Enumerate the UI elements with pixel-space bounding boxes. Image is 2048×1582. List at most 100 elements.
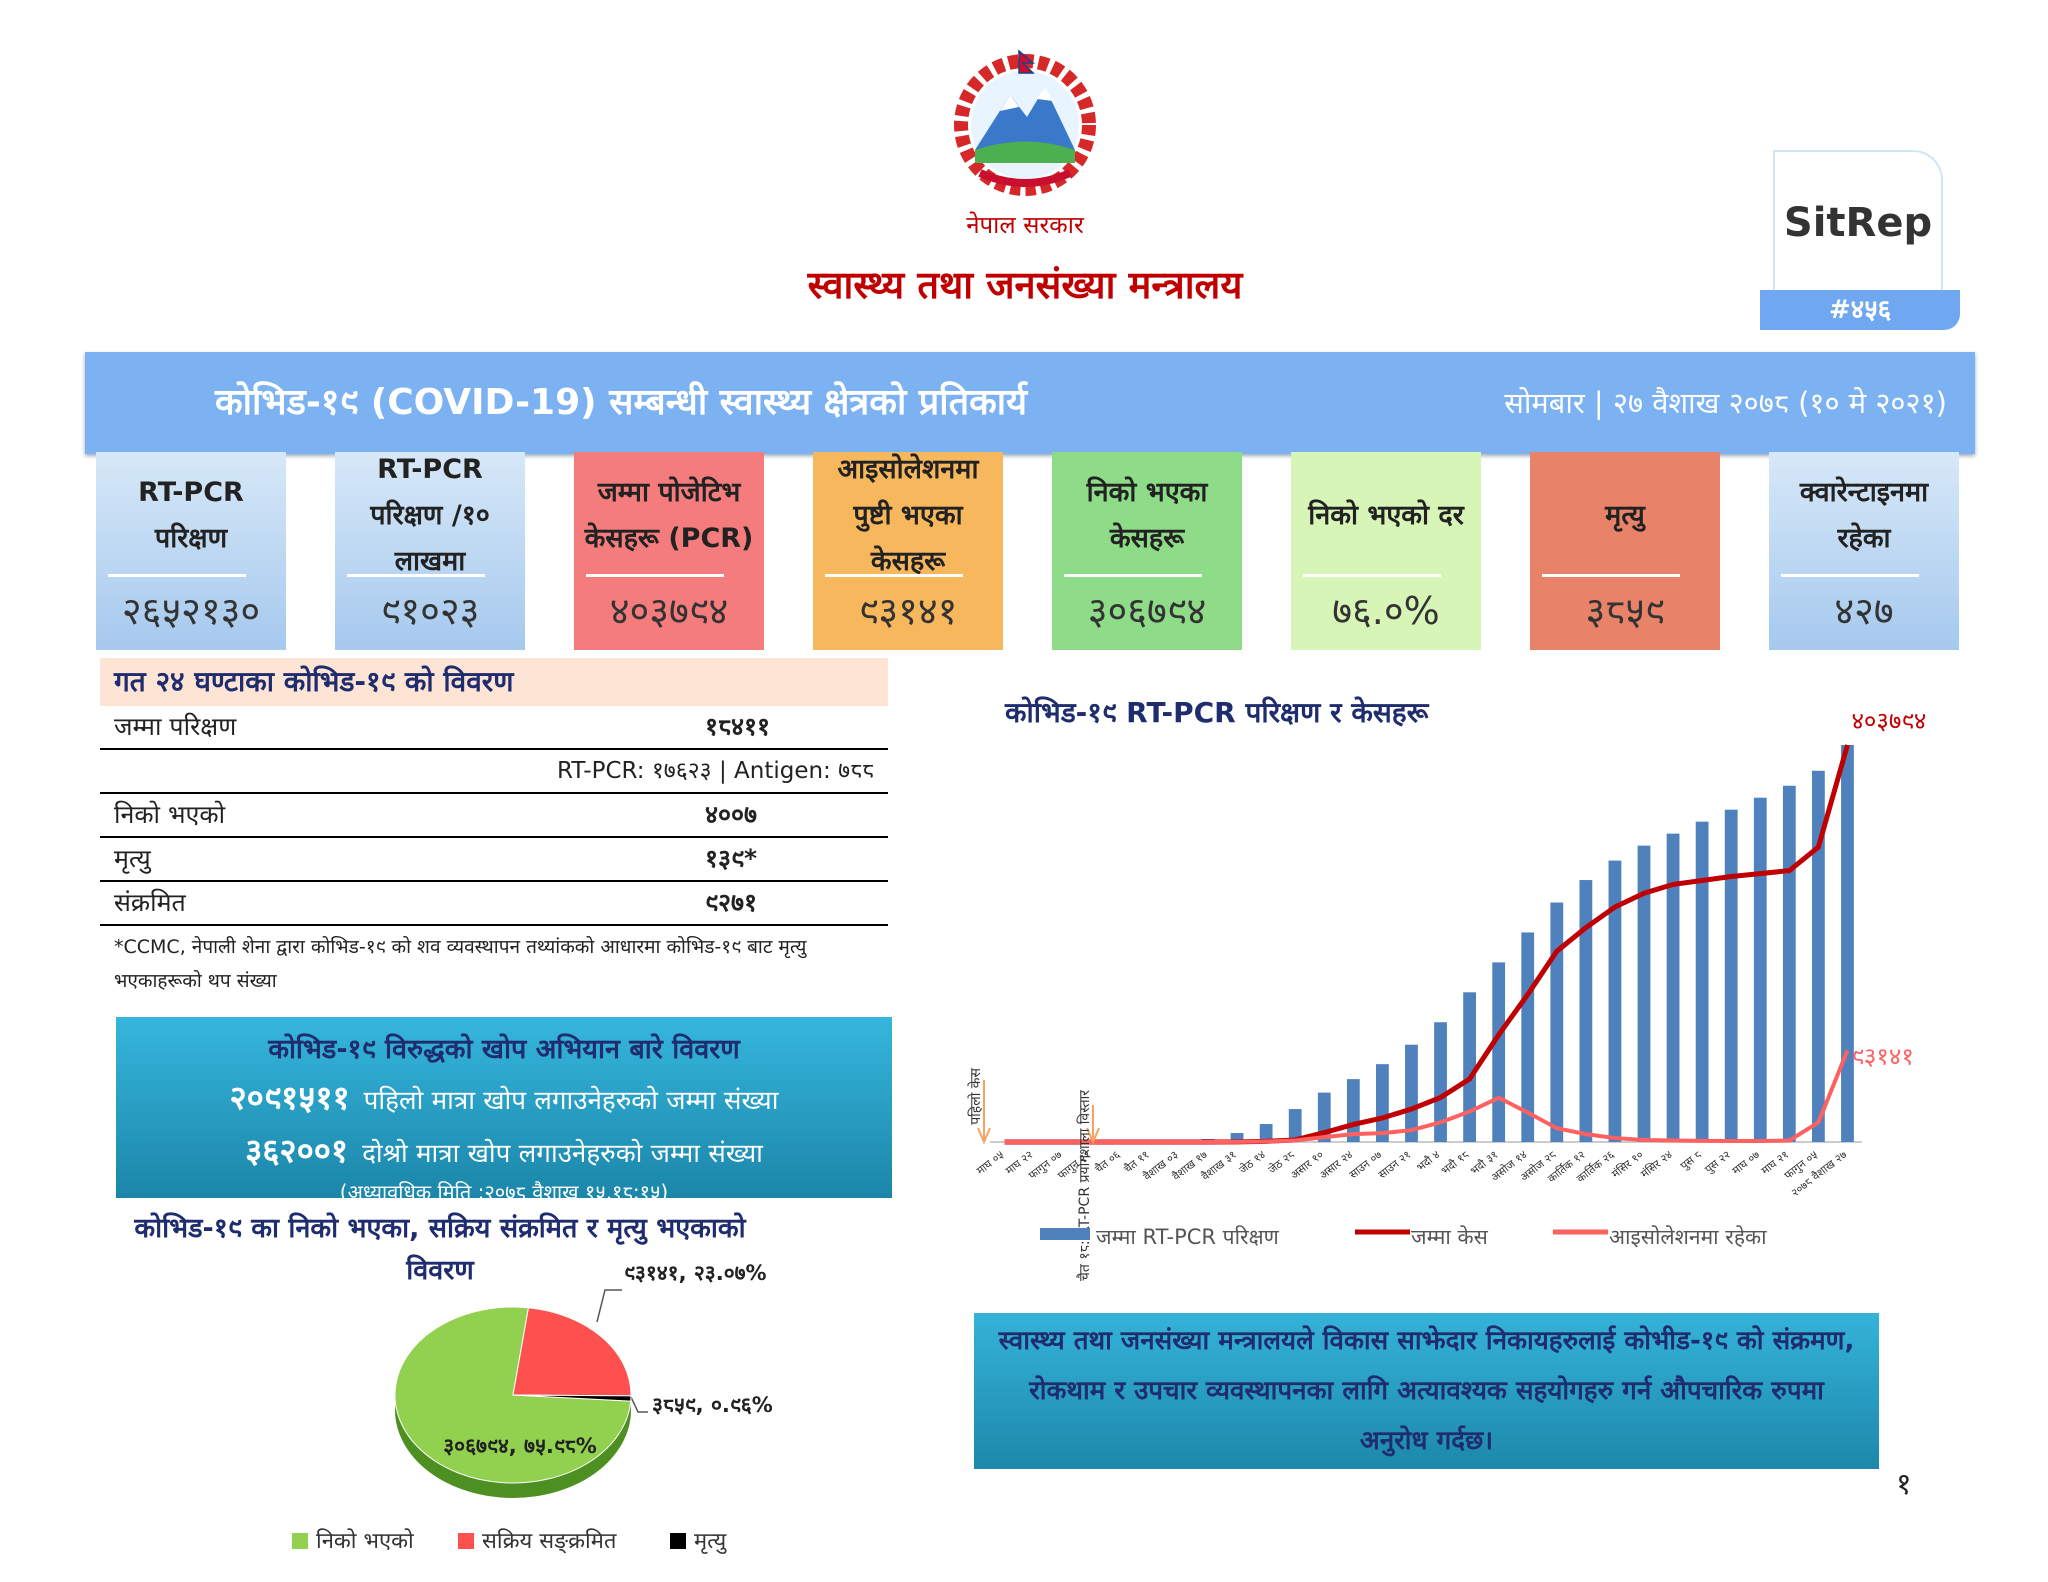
stat-card: क्वारेन्टाइनमा रहेका ४२७ — [1769, 452, 1959, 650]
legend-swatch — [292, 1533, 308, 1549]
bar — [1521, 932, 1535, 1142]
banner-date: सोमबार | २७ वैशाख २०७८ (१० मे २०२१) — [1504, 386, 1947, 420]
legend-label: सक्रिय सङ्क्रमित — [482, 1528, 617, 1554]
x-tick-label: साउन ०७ — [1347, 1148, 1385, 1181]
legend-label: जम्मा RT-PCR परिक्षण — [1096, 1225, 1280, 1249]
page-number: १ — [1896, 1467, 1912, 1502]
pie-shadow — [395, 1322, 631, 1498]
appeal: स्वास्थ्य तथा जनसंख्या मन्त्रालयले विकास… — [974, 1313, 1879, 1469]
bar — [1288, 1109, 1302, 1142]
value-label: ४०३७९४ — [1851, 707, 1926, 735]
bar — [1812, 770, 1825, 1142]
legend-label: मृत्यु — [694, 1529, 728, 1554]
card-rule — [347, 574, 485, 577]
vaccine-title: कोभिड-१९ विरुद्धको खोप अभियान बारे विवरण — [268, 1034, 740, 1065]
legend-label: निको भएको — [316, 1528, 414, 1554]
card-rule — [1064, 574, 1202, 577]
row-label: जम्मा परिक्षण — [114, 712, 237, 741]
x-tick-label: फागुन ०७ — [1026, 1148, 1065, 1182]
leader-line — [629, 1394, 648, 1413]
x-tick-label: असोज १४ — [1489, 1148, 1530, 1184]
table-row: जम्मा परिक्षण १८४११ — [100, 706, 888, 750]
pie-title: कोभिड-१९ का निको भएका, सक्रिय संक्रमित र… — [134, 1213, 746, 1286]
card-value: ४२७ — [1834, 589, 1894, 633]
test-breakdown: RT-PCR: १७६२३ | Antigen: ७८८ — [100, 750, 888, 794]
sitrep-frame — [1773, 150, 1943, 292]
pie-slice — [512, 1307, 632, 1397]
card-label: निको भएको दर — [1308, 500, 1464, 531]
vaccine-line: ३६२००१ दोश्रो मात्रा खोप लगाउनेहरुको जम्म… — [116, 1127, 892, 1172]
pie-label: ३०६७९४, ७५.९८% — [443, 1434, 597, 1458]
card-value: ७६.०% — [1332, 589, 1440, 633]
bar — [1463, 992, 1476, 1142]
x-tick-label: मंसिर १० — [1609, 1148, 1646, 1181]
row-value: १३९* — [705, 844, 758, 873]
bar — [1317, 1092, 1331, 1142]
x-tick-label: चैत ०६ — [1092, 1148, 1122, 1176]
bar — [1695, 821, 1709, 1142]
x-tick-label: वैशाख ३१ — [1199, 1148, 1239, 1183]
stat-card: RT-PCR परिक्षण /१० लाखमा ९१०२३ — [335, 452, 525, 650]
row-value: १८४११ — [705, 712, 771, 741]
x-tick-label: वैशाख १७ — [1170, 1148, 1210, 1183]
card-rule — [1303, 574, 1441, 577]
row-value: ४००७ — [705, 800, 758, 829]
bar — [1405, 1044, 1418, 1142]
legend-swatch — [458, 1533, 474, 1549]
legend-label: जम्मा केस — [1411, 1225, 1489, 1249]
x-tick-label: साउन २१ — [1376, 1148, 1413, 1181]
bar — [1201, 1139, 1215, 1142]
row-label: मृत्यु — [114, 844, 151, 873]
bar — [1550, 902, 1564, 1142]
x-tick-label: माघ २२ — [1003, 1148, 1035, 1177]
vaccine-text: दोश्रो मात्रा खोप लगाउनेहरुको जम्मा संख्… — [362, 1139, 763, 1169]
chart-title: कोभिड-१९ RT-PCR परिक्षण र केसहरू — [1004, 696, 1430, 729]
stat-card: RT-PCR परिक्षण २६५२१३० — [96, 452, 286, 650]
x-tick-label: भदौ १८ — [1439, 1148, 1472, 1178]
x-tick-label: असोज २८ — [1518, 1148, 1559, 1184]
bar — [1666, 833, 1680, 1142]
vaccine-count: ३६२००१ — [245, 1131, 349, 1170]
card-label: RT-PCR परिक्षण /१० लाखमा — [370, 454, 490, 577]
legend-swatch — [670, 1533, 686, 1549]
x-tick-label: असार २४ — [1317, 1148, 1355, 1182]
vaccine-line: २०९१५११ पहिलो मात्रा खोप लगाउनेहरुको जम्म… — [116, 1074, 892, 1119]
x-tick-label: वैशाख ०३ — [1141, 1148, 1181, 1183]
last24-table: गत २४ घण्टाका कोभिड-१९ को विवरण जम्मा पर… — [100, 658, 888, 998]
bar — [1346, 1079, 1360, 1142]
pie-slice — [394, 1306, 632, 1484]
table-row: निको भएको ४००७ — [100, 794, 888, 838]
card-label: निको भएका केसहरू — [1086, 477, 1208, 554]
vaccine-count: २०९१५११ — [229, 1078, 350, 1117]
annotation: चैत १८: RT-PCR प्रयोगशाला विस्तार — [1076, 1090, 1093, 1281]
row-label: संक्रमित — [114, 888, 186, 917]
banner-title: कोभिड-१९ (COVID-19) सम्बन्धी स्वास्थ्य क… — [215, 382, 1027, 423]
vaccine-box: कोभिड-१९ विरुद्धको खोप अभियान बारे विवरण… — [116, 1017, 892, 1204]
card-label: मृत्यु — [1605, 500, 1645, 531]
table-title: गत २४ घण्टाका कोभिड-१९ को विवरण — [100, 658, 888, 706]
card-rule — [1542, 574, 1680, 577]
x-tick-label: पुस ८ — [1678, 1148, 1704, 1173]
bar — [1172, 1141, 1186, 1142]
bar — [1753, 797, 1767, 1142]
card-value: ३८५९ — [1585, 589, 1665, 633]
bar — [1608, 860, 1622, 1142]
leader-line — [596, 1289, 622, 1323]
banner: कोभिड-१९ (COVID-19) सम्बन्धी स्वास्थ्य क… — [85, 352, 1975, 454]
issue-number: #४५६ — [1760, 290, 1960, 330]
bar — [1259, 1124, 1273, 1142]
bar — [1434, 1022, 1447, 1142]
card-value: ३०६७९४ — [1087, 589, 1207, 633]
bar — [1724, 809, 1738, 1142]
x-tick-label: भदौ ३१ — [1468, 1148, 1501, 1178]
card-rule — [108, 574, 246, 577]
annotation-arrowhead — [977, 1127, 991, 1145]
legend-swatch — [1040, 1228, 1090, 1240]
x-tick-label: २०७८ वैशाख २७ — [1789, 1148, 1850, 1200]
bar — [1492, 962, 1506, 1142]
vaccine-updated: (अध्यावधिक मिति :२०७८ वैशाख १५,१८:१५) — [339, 1180, 669, 1204]
pie-slice — [512, 1394, 632, 1402]
table-row: मृत्यु १३९* — [100, 838, 888, 882]
footnote: *CCMC, नेपाली शेना द्वारा कोभिड-१९ को शव… — [114, 936, 807, 992]
